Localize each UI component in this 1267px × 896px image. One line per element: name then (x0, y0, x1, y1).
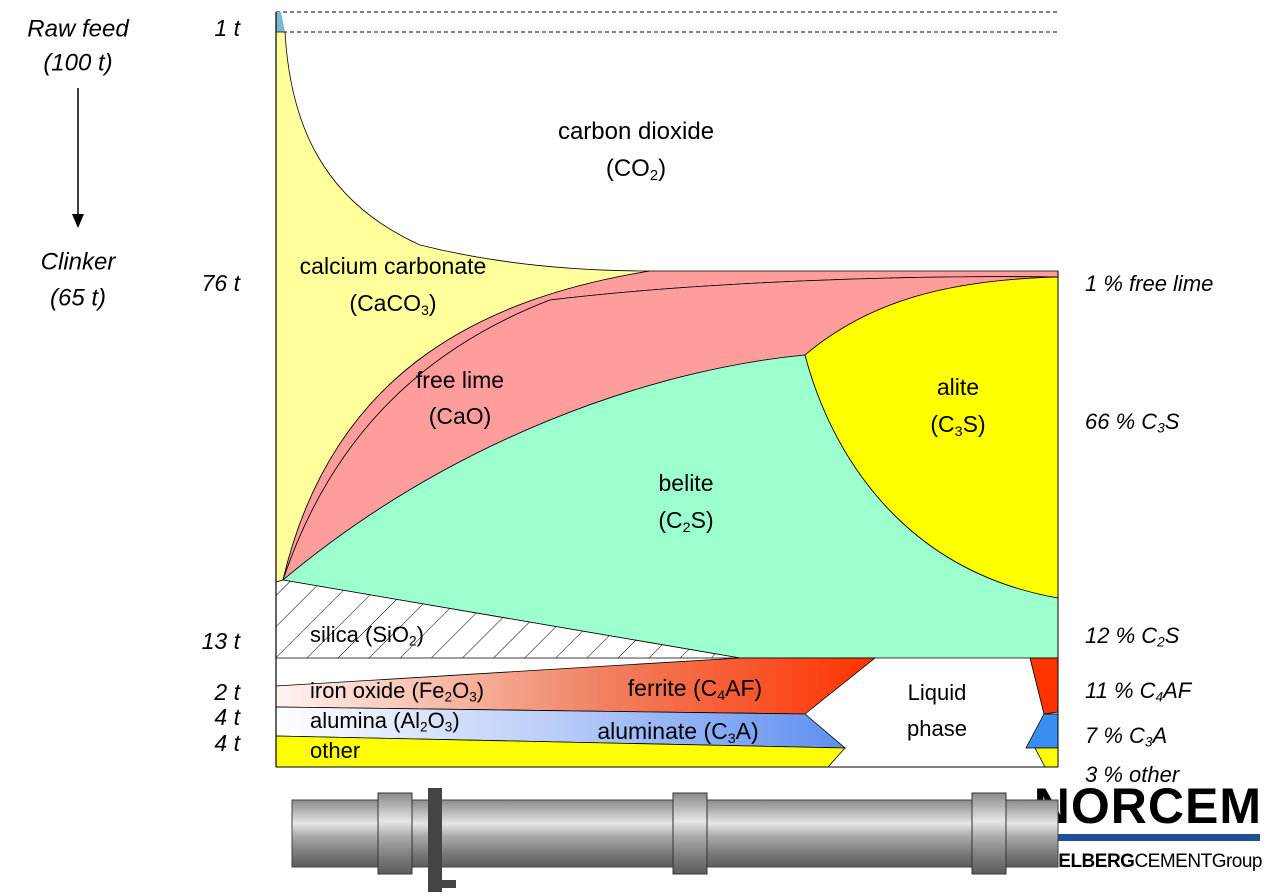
label-part: (CaO) (429, 403, 492, 429)
label: 66 % C3S (1085, 409, 1180, 435)
subscript: 3 (445, 719, 453, 734)
label: phase (907, 716, 967, 741)
subscript: 3 (955, 424, 963, 440)
label: ferrite (C4AF) (628, 675, 762, 703)
label-part: other (310, 738, 360, 763)
subscript: 3 (421, 303, 429, 319)
label: 12 % C2S (1085, 623, 1180, 649)
label: belite (659, 470, 714, 496)
subscript: 2 (650, 168, 658, 184)
label-part: 11 % C (1085, 678, 1156, 703)
logo-group-part: CEMENT (1134, 851, 1212, 872)
label: 1 % free lime (1085, 271, 1213, 296)
label: alumina (Al2O3) (310, 708, 460, 734)
label-part: phase (907, 716, 967, 741)
label-part: iron oxide (Fe (310, 678, 445, 703)
label: (CaO) (429, 403, 492, 429)
aluminate-region (1026, 714, 1058, 748)
label-part: ) (417, 622, 424, 647)
subscript: 3 (469, 689, 477, 704)
arrow-head (72, 214, 84, 228)
subscript: 4 (717, 688, 725, 704)
label-part: calcium carbonate (300, 253, 487, 279)
label-part: ) (658, 155, 666, 182)
label: calcium carbonate (300, 253, 487, 279)
label-part: S (1165, 409, 1180, 434)
label-part: belite (659, 470, 714, 496)
label-part: S) (963, 411, 986, 437)
label-part: ) (477, 678, 484, 703)
label: iron oxide (Fe2O3) (310, 678, 484, 704)
label-part: 1 % free lime (1085, 271, 1213, 296)
mass-label: 13 t (202, 628, 242, 654)
label: other (310, 738, 360, 763)
label-part: AF (1161, 678, 1193, 703)
label: 11 % C4AF (1085, 678, 1193, 704)
subscript: 2 (420, 719, 428, 734)
left-label: (100 t) (43, 49, 112, 76)
label-part: (CaCO (349, 290, 421, 316)
left-label: Clinker (41, 248, 117, 275)
ferrite-region (1030, 658, 1058, 714)
mass-label: 2 t (213, 679, 241, 705)
label-part: Liquid (908, 680, 967, 705)
label-part: free lime (416, 367, 504, 393)
label-part: 3 % other (1085, 762, 1181, 787)
label-part: 12 % C (1085, 623, 1157, 648)
label-part: ) (452, 708, 459, 733)
label-part: S) (691, 507, 714, 533)
kiln-ring (673, 793, 707, 874)
other-region (1035, 748, 1058, 767)
kiln-ring (378, 793, 412, 874)
label: 3 % other (1085, 762, 1181, 787)
label-part: alite (937, 374, 979, 400)
label: silica (SiO2) (310, 622, 424, 648)
diagram: Raw feed (100 t) Clinker (65 t) NORCEM H… (0, 0, 1267, 896)
mass-label: 76 t (202, 270, 242, 296)
logo-group-part: Group (1212, 851, 1262, 872)
mass-label: 1 t (214, 15, 241, 41)
water-region (276, 12, 285, 32)
label-part: 7 % C (1085, 723, 1145, 748)
label: alite (937, 374, 979, 400)
mass-label: 4 t (214, 704, 241, 730)
label-part: ) (429, 290, 437, 316)
label-part: S (1165, 623, 1180, 648)
left-label: (65 t) (50, 284, 106, 311)
kiln (292, 788, 1058, 892)
label-part: 66 % C (1085, 409, 1157, 434)
label-part: ferrite (C (628, 675, 717, 701)
subscript: 2 (445, 689, 453, 704)
subscript: 2 (409, 633, 417, 648)
mass-label: 4 t (214, 730, 241, 756)
kiln-gear (428, 788, 442, 892)
label-part: alumina (Al (310, 708, 420, 733)
label: (CO2) (606, 155, 666, 184)
label-part: aluminate (C (597, 718, 727, 744)
label-part: (C (930, 411, 954, 437)
kiln-ring (972, 793, 1006, 874)
label: carbon dioxide (558, 118, 714, 145)
label-part: (C (658, 507, 682, 533)
label: free lime (416, 367, 504, 393)
left-label: Raw feed (27, 15, 129, 42)
label-part: A (1151, 723, 1168, 748)
subscript: 2 (683, 520, 691, 536)
label-part: AF) (725, 675, 762, 701)
label-part: silica (SiO (310, 622, 409, 647)
label-part: (CO (606, 155, 650, 182)
label-part: A) (736, 718, 759, 744)
kiln-gear (428, 880, 456, 888)
label: Liquid (908, 680, 967, 705)
subscript: 3 (728, 731, 736, 747)
label-part: O (452, 678, 469, 703)
label: 7 % C3A (1085, 723, 1167, 749)
label-part: O (428, 708, 445, 733)
label-part: carbon dioxide (558, 118, 714, 145)
